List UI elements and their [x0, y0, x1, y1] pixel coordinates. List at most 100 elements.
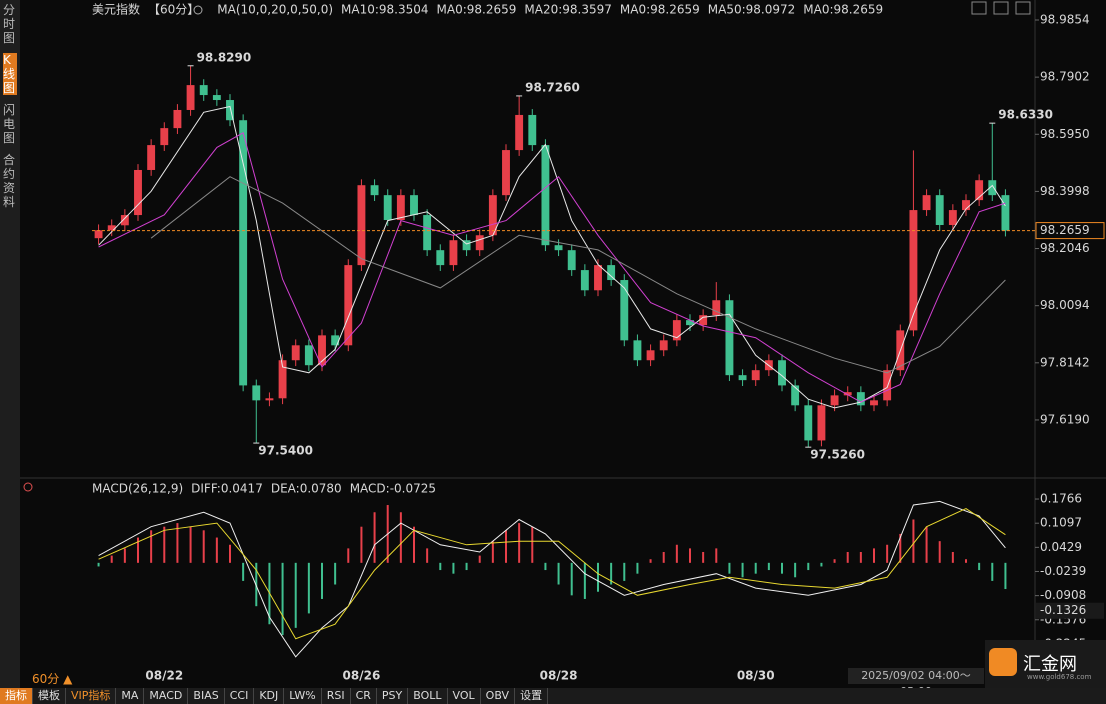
indicator-tab[interactable]: VIP指标 — [66, 688, 117, 704]
indicator-tab[interactable]: MACD — [144, 688, 189, 704]
indicator-tab[interactable]: PSY — [377, 688, 409, 704]
high-label: 98.6330 — [998, 108, 1053, 122]
candle-body — [883, 370, 892, 401]
macd-icon — [23, 482, 33, 492]
logo-icon — [989, 648, 1017, 676]
candle-body — [396, 195, 405, 221]
candle-body — [948, 210, 957, 226]
window-button[interactable] — [993, 1, 1009, 15]
macd-line — [98, 508, 1006, 640]
candle-body — [226, 100, 234, 121]
cursor-box — [1036, 602, 1104, 619]
macd-bar — [294, 562, 297, 628]
indicator-tab[interactable]: CCI — [225, 688, 255, 704]
macd-bar — [110, 555, 113, 563]
indicator-tab[interactable]: LW% — [284, 688, 322, 704]
y-tick-label: 97.8142 — [1040, 355, 1090, 369]
macd-bar — [97, 562, 100, 567]
macd-bar — [570, 562, 573, 596]
macd-bar — [137, 537, 139, 563]
macd-bar — [544, 562, 547, 571]
macd-bar — [334, 562, 337, 585]
low-label: 97.5260 — [810, 448, 865, 462]
candle-body — [291, 345, 300, 361]
indicator-tab[interactable]: VOL — [448, 688, 481, 704]
indicator-tab[interactable]: 设置 — [515, 688, 549, 704]
macd-bar — [439, 562, 442, 571]
macd-bar — [426, 548, 429, 563]
candle-body — [988, 180, 997, 196]
indicator-tab[interactable]: MA — [116, 688, 145, 704]
sidebar-tab[interactable]: 合约资料 — [3, 153, 16, 209]
candle-body — [633, 340, 642, 361]
legend-text: MA(10,0,20,0,50,0) — [217, 3, 333, 17]
macd-bar — [1004, 562, 1007, 590]
sidebar-tab[interactable]: 分时图 — [3, 3, 16, 45]
candle-body — [686, 320, 694, 326]
candle-body — [134, 169, 142, 216]
y-tick-label: 98.5950 — [1040, 127, 1090, 141]
indicator-tab[interactable]: 指标 — [0, 688, 33, 704]
window-button[interactable] — [971, 1, 987, 15]
candle-body — [449, 240, 458, 266]
candle-body — [94, 230, 103, 239]
indicator-tab[interactable]: OBV — [481, 688, 516, 704]
macd-bar — [859, 551, 862, 563]
candle-body — [830, 395, 839, 406]
indicator-tab[interactable]: 模板 — [33, 688, 66, 704]
y-tick-label: -0.0908 — [1040, 588, 1086, 602]
candle-body — [738, 375, 747, 381]
cursor-label: -0.1326 — [1040, 603, 1086, 617]
candle-body — [712, 300, 721, 316]
period-label[interactable]: 60分 ▲ — [32, 672, 73, 686]
macd-bar — [991, 562, 994, 581]
candle-body — [909, 210, 918, 331]
legend-text: MA0:98.2659 — [437, 3, 517, 17]
macd-bar — [754, 562, 757, 574]
macd-bar — [189, 526, 192, 563]
indicator-tab[interactable]: RSI — [322, 688, 351, 704]
macd-bar — [623, 562, 626, 581]
candle-body — [804, 405, 813, 441]
candle-body — [975, 180, 984, 201]
indicator-tab[interactable]: BIAS — [188, 688, 225, 704]
sidebar-tab[interactable]: 闪电图 — [3, 103, 16, 145]
y-tick-label: 98.0094 — [1040, 298, 1090, 312]
y-tick-label: 0.1766 — [1040, 492, 1082, 506]
candle-body — [778, 360, 786, 386]
indicator-tab[interactable]: KDJ — [254, 688, 285, 704]
macd-bar — [597, 562, 599, 592]
y-tick-label: 98.2046 — [1040, 241, 1090, 255]
x-tick-label: 08/26 — [343, 669, 381, 683]
macd-bar — [938, 541, 941, 563]
macd-bar — [321, 562, 323, 599]
macd-bar — [452, 562, 455, 574]
candle-body — [239, 120, 248, 386]
candle-body — [318, 335, 326, 366]
y-tick-label: -0.0239 — [1040, 564, 1086, 578]
y-tick-label: 0.0429 — [1040, 540, 1082, 554]
macd-bar — [399, 512, 402, 563]
macd-bar — [229, 544, 231, 563]
ma-line — [98, 105, 1006, 409]
legend-text: MACD(26,12,9) — [92, 482, 183, 496]
candle-body — [423, 215, 432, 251]
legend-text: MA20:98.3597 — [524, 3, 612, 17]
toolbar: 指标 模板 VIP指标 MA MACD BIAS CCI KDJ LW% RSI CR PSY BOLL… — [0, 688, 1106, 704]
candle-body — [554, 245, 563, 251]
candle-body — [646, 350, 655, 361]
indicator-tab[interactable]: CR — [351, 688, 377, 704]
candle-body — [870, 400, 878, 406]
macd-bar — [925, 526, 928, 563]
macd-bar — [846, 551, 849, 563]
macd-bar — [820, 562, 823, 567]
window-button[interactable] — [1015, 1, 1031, 15]
sidebar-tab[interactable]: K线图 — [3, 53, 17, 95]
indicator-tab[interactable]: BOLL — [408, 688, 448, 704]
y-tick-label: 0.1097 — [1040, 516, 1082, 530]
macd-bar — [465, 562, 468, 571]
high-label: 98.8290 — [197, 50, 252, 64]
low-label: 97.5400 — [258, 444, 313, 458]
macd-bar — [715, 548, 718, 563]
